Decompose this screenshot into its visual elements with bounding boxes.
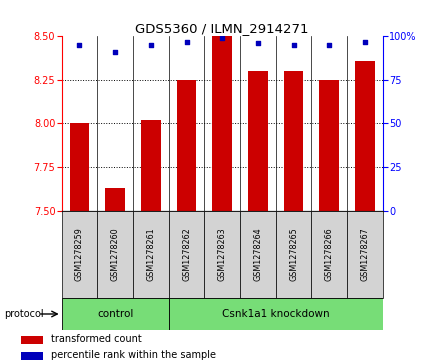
Text: control: control [97, 309, 133, 319]
Point [76, 42, 83, 48]
Bar [169, 211, 204, 298]
Point [361, 38, 368, 44]
Point [183, 38, 190, 44]
Point [112, 49, 119, 55]
Point [326, 42, 333, 48]
Text: GSM1278266: GSM1278266 [325, 227, 334, 281]
Bar [319, 80, 339, 211]
Bar [248, 71, 268, 211]
Text: GSM1278265: GSM1278265 [289, 227, 298, 281]
Bar [169, 298, 383, 330]
Bar [355, 61, 375, 211]
Title: GDS5360 / ILMN_2914271: GDS5360 / ILMN_2914271 [136, 22, 309, 35]
Bar [105, 188, 125, 211]
Bar [284, 71, 304, 211]
Point [219, 35, 226, 41]
Text: GSM1278261: GSM1278261 [147, 227, 155, 281]
Point [290, 42, 297, 48]
Bar [276, 211, 312, 298]
Bar [70, 123, 89, 211]
Point [147, 42, 154, 48]
Text: GSM1278264: GSM1278264 [253, 227, 262, 281]
Bar [22, 351, 43, 360]
Bar [312, 211, 347, 298]
Bar [133, 211, 169, 298]
Bar [141, 120, 161, 211]
Bar [177, 80, 196, 211]
Text: GSM1278263: GSM1278263 [218, 227, 227, 281]
Bar [204, 211, 240, 298]
Bar [22, 336, 43, 344]
Point [254, 40, 261, 46]
Bar [97, 211, 133, 298]
Text: protocol: protocol [4, 309, 44, 319]
Bar [240, 211, 276, 298]
Bar [62, 298, 169, 330]
Text: GSM1278260: GSM1278260 [110, 227, 120, 281]
Text: GSM1278259: GSM1278259 [75, 227, 84, 281]
Text: Csnk1a1 knockdown: Csnk1a1 knockdown [222, 309, 330, 319]
Bar [347, 211, 383, 298]
Text: GSM1278262: GSM1278262 [182, 227, 191, 281]
Text: transformed count: transformed count [51, 334, 142, 344]
Text: GSM1278267: GSM1278267 [360, 227, 370, 281]
Bar [213, 36, 232, 211]
Text: percentile rank within the sample: percentile rank within the sample [51, 350, 216, 360]
Bar [62, 211, 97, 298]
